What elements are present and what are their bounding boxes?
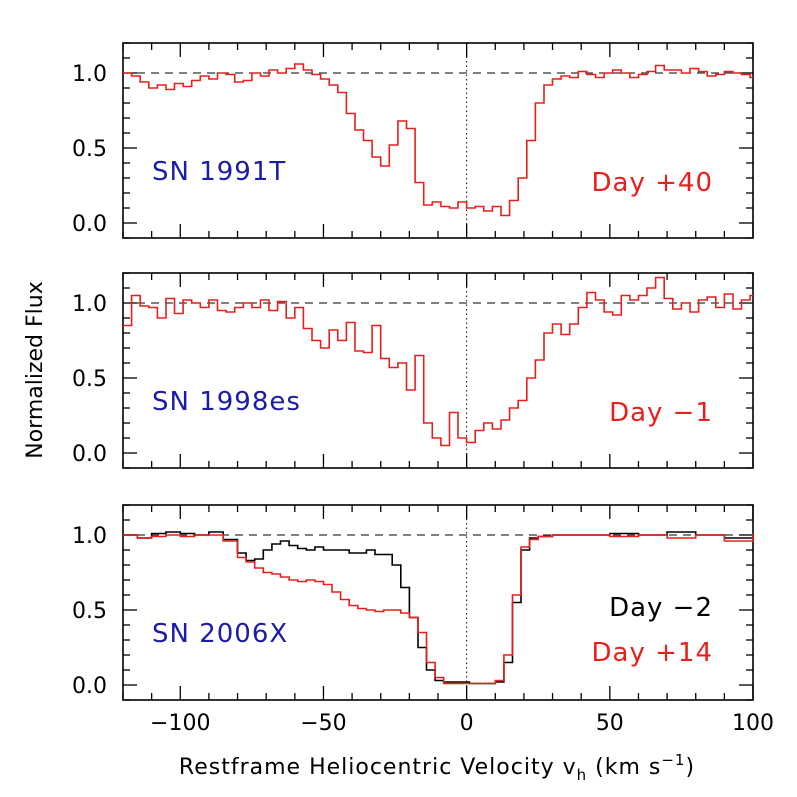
day-label: Day +14 (592, 638, 713, 668)
day-label: Day −1 (609, 398, 713, 428)
x-axis-title-close: ) (685, 755, 695, 780)
x-tick-label: −50 (300, 711, 346, 736)
y-tick-label: 0.5 (72, 137, 107, 162)
spectrum-line-day-14 (123, 533, 754, 685)
x-axis-title-subscript: h (577, 766, 588, 784)
x-tick-label: −100 (150, 711, 210, 736)
y-tick-label: 1.0 (72, 62, 107, 87)
day-label: Day +40 (592, 168, 713, 198)
x-axis-title-units: (km s (595, 755, 661, 780)
y-tick-label: 1.0 (72, 292, 107, 317)
panel-2: 0.0 0.5 1.0 SN 1998es Day −1 (72, 272, 754, 469)
y-tick-label: 0.0 (72, 442, 107, 467)
spectrum-line-day-1 (123, 276, 753, 447)
y-axis-title: Normalized Flux (23, 281, 48, 458)
x-tick-label: 50 (596, 711, 624, 736)
y-tick-label: 0.5 (72, 599, 107, 624)
object-label: SN 1998es (152, 387, 301, 417)
y-tick-label: 0.0 (72, 674, 107, 699)
x-axis-title: Restframe Heliocentric Velocity vh (km s−… (179, 751, 695, 784)
spectrum-line-day-40 (123, 63, 753, 217)
x-axis-title-main: Restframe Heliocentric Velocity v (179, 755, 577, 780)
x-axis-title-superscript: −1 (661, 751, 685, 769)
panel-1: 0.0 0.5 1.0 SN 1991T Day +40 (72, 42, 754, 239)
y-tick-label: 0.0 (72, 212, 107, 237)
object-label: SN 1991T (152, 157, 286, 187)
panels-group: 0.0 0.5 1.0 SN 1991T Day +40 0.0 0.5 1.0 SN 1998… (72, 42, 774, 736)
panel-3: 0.0 0.5 1.0 SN 2006X Day −2 Day +14 −100 −50 0 50… (72, 504, 774, 736)
y-tick-label: 0.5 (72, 367, 107, 392)
object-label: SN 2006X (152, 619, 288, 649)
x-tick-label: 0 (460, 711, 474, 736)
y-tick-label: 1.0 (72, 524, 107, 549)
day-label: Day −2 (609, 593, 713, 623)
x-tick-label: 100 (732, 711, 774, 736)
